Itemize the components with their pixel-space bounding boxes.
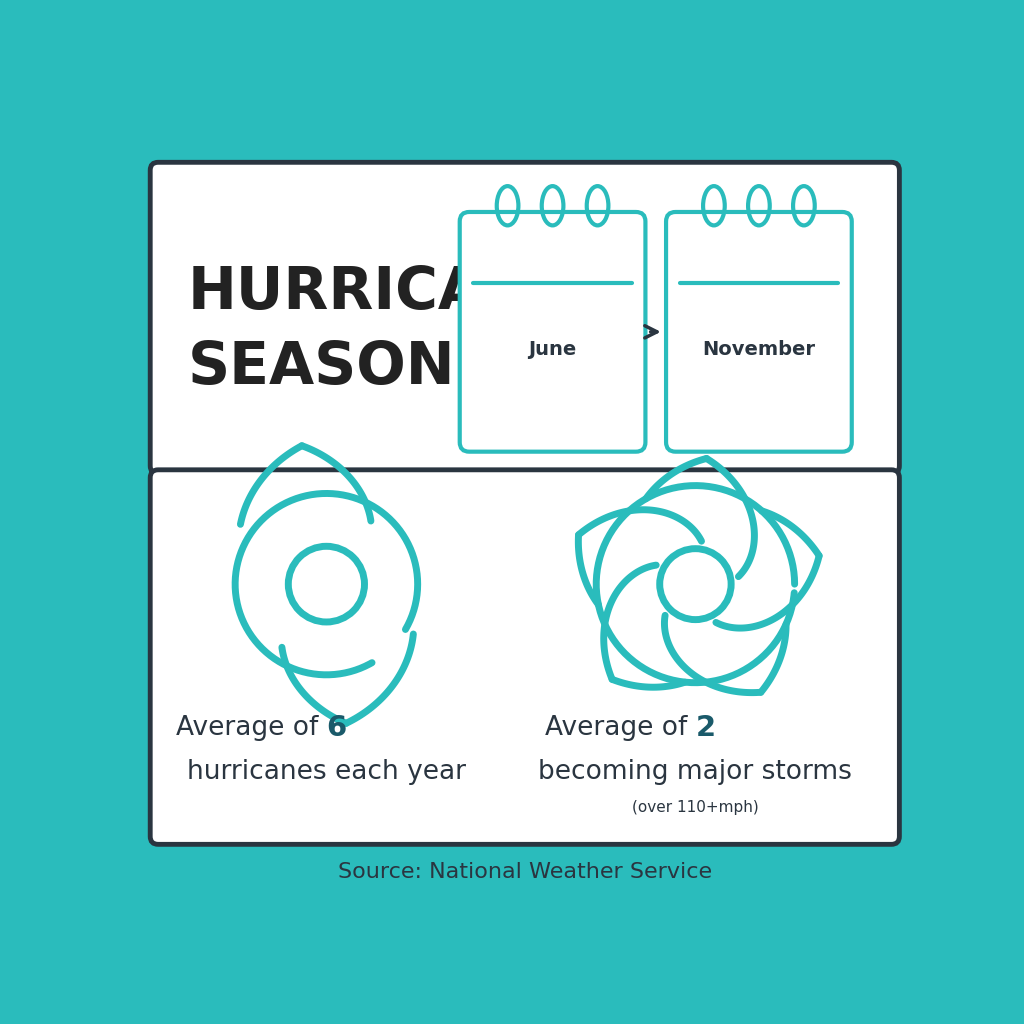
Text: Source: National Weather Service: Source: National Weather Service — [338, 862, 712, 882]
Text: (over 110+mph): (over 110+mph) — [632, 800, 759, 815]
Text: HURRICANE: HURRICANE — [187, 264, 572, 321]
FancyBboxPatch shape — [666, 212, 852, 452]
Text: hurricanes each year: hurricanes each year — [187, 759, 466, 784]
Text: November: November — [702, 340, 815, 359]
Text: SEASON: SEASON — [187, 339, 455, 396]
FancyBboxPatch shape — [151, 470, 899, 845]
FancyBboxPatch shape — [460, 212, 645, 452]
Text: June: June — [528, 340, 577, 359]
Text: Average of: Average of — [545, 716, 695, 741]
Text: 2: 2 — [695, 715, 716, 742]
Text: Average of: Average of — [176, 716, 327, 741]
Text: becoming major storms: becoming major storms — [539, 759, 852, 784]
Text: 6: 6 — [327, 715, 347, 742]
FancyBboxPatch shape — [151, 163, 899, 474]
